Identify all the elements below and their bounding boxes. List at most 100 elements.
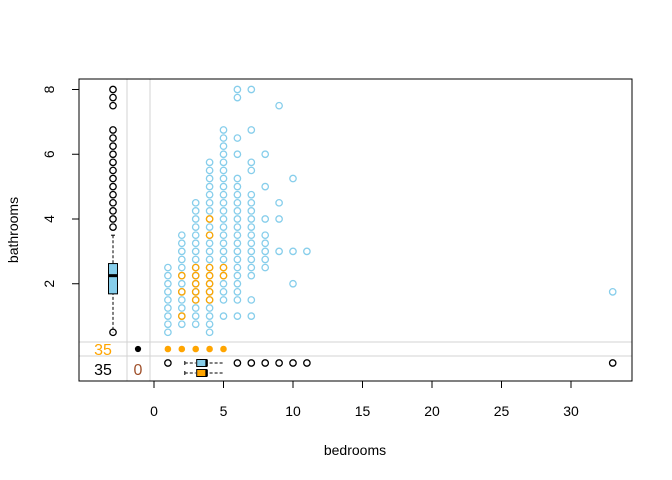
data-point — [261, 231, 270, 240]
data-point — [205, 207, 214, 215]
data-point — [205, 182, 214, 191]
bathrooms-imputed-count: 35 — [94, 342, 112, 359]
data-point — [219, 134, 228, 142]
data-point — [191, 231, 200, 240]
x-tick-label: 0 — [150, 403, 158, 419]
bedrooms-missing-count: 0 — [134, 362, 143, 379]
data-point — [191, 255, 200, 264]
left-margin-point — [109, 85, 117, 94]
imputed-point — [205, 271, 214, 280]
imputed-point — [191, 271, 200, 280]
data-point — [233, 198, 242, 207]
bottom-margin-point — [164, 359, 172, 367]
data-point — [191, 207, 200, 215]
imputed-point — [205, 231, 214, 240]
data-point — [247, 263, 256, 272]
data-point — [219, 198, 228, 207]
data-point — [275, 198, 283, 207]
data-point — [191, 198, 200, 207]
imputed-point — [205, 263, 214, 272]
data-point — [164, 312, 172, 320]
imputed-point — [177, 271, 186, 280]
data-point — [219, 296, 228, 304]
data-point — [219, 190, 228, 199]
data-point — [205, 166, 214, 175]
x-axis: 0 5 10 15 20 25 30 — [150, 380, 579, 419]
left-margin-point — [109, 166, 117, 175]
data-point — [205, 174, 214, 183]
data-point — [164, 296, 172, 304]
data-point — [247, 158, 256, 167]
data-point — [219, 207, 228, 215]
data-point — [233, 239, 242, 248]
imputed-point — [191, 287, 200, 296]
imputed-point — [205, 287, 214, 296]
data-point — [164, 271, 172, 280]
missing-bathroom-point — [206, 345, 213, 353]
left-margin-point — [109, 142, 117, 151]
data-point — [191, 223, 200, 231]
missing-bathroom-point — [192, 345, 199, 353]
x-tick-label: 15 — [355, 403, 371, 419]
data-point — [219, 223, 228, 231]
bottom-margin-point — [247, 359, 256, 367]
data-point — [233, 150, 242, 159]
data-point — [233, 287, 242, 296]
data-point — [205, 223, 214, 231]
data-point — [164, 304, 172, 312]
data-point — [191, 320, 200, 329]
missing-bathroom-point — [178, 345, 186, 353]
data-point — [219, 255, 228, 264]
data-point — [275, 215, 283, 223]
data-point — [164, 320, 172, 329]
left-margin-point — [109, 134, 117, 142]
data-point — [219, 287, 228, 296]
data-point — [177, 263, 186, 272]
data-point — [191, 312, 200, 320]
x-tick-label: 25 — [494, 403, 510, 419]
bottom-margin-plot — [164, 359, 617, 377]
imputed-point — [205, 279, 214, 288]
data-point — [247, 215, 256, 223]
data-point — [164, 328, 172, 337]
data-point — [233, 190, 242, 199]
y-tick-label: 6 — [41, 150, 57, 158]
data-point — [247, 231, 256, 240]
data-point — [219, 312, 228, 320]
x-axis-title: bedrooms — [324, 442, 386, 458]
y-tick-label: 2 — [41, 280, 57, 288]
data-point — [247, 296, 256, 304]
data-point — [289, 174, 297, 183]
data-point — [219, 247, 228, 256]
data-point — [261, 263, 270, 272]
data-point — [219, 158, 228, 167]
imputed-point — [177, 312, 186, 320]
data-point — [608, 287, 617, 296]
bedrooms-imputed-boxplot-box — [196, 369, 208, 377]
data-point — [205, 247, 214, 256]
data-point — [219, 239, 228, 248]
data-point — [261, 247, 270, 256]
margin-guide-lines — [79, 79, 632, 381]
data-point — [233, 85, 242, 94]
data-point — [219, 142, 228, 151]
data-point — [219, 215, 228, 223]
data-point — [247, 126, 256, 134]
data-point — [191, 215, 200, 223]
data-point — [219, 231, 228, 240]
x-tick-label: 30 — [563, 403, 579, 419]
data-point — [205, 255, 214, 264]
left-margin-point — [109, 158, 117, 167]
data-point — [233, 215, 242, 223]
scatter-points — [134, 85, 617, 353]
left-margin-point — [109, 328, 117, 337]
data-point — [177, 239, 186, 248]
y-axis-title: bathrooms — [5, 197, 21, 263]
left-margin-point — [109, 150, 117, 159]
imputed-point — [191, 279, 200, 288]
data-point — [247, 190, 256, 199]
data-point — [303, 247, 311, 256]
data-point — [233, 247, 242, 256]
left-margin-point — [109, 223, 117, 231]
data-point — [205, 328, 214, 337]
